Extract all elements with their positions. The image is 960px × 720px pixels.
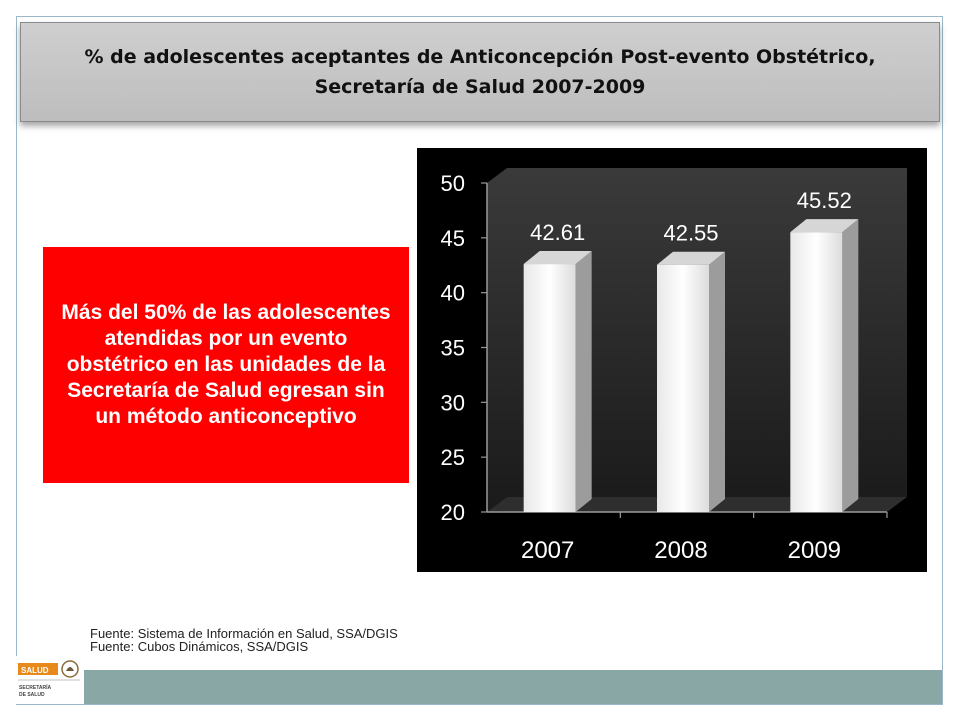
chart-panel: 20 25 30 35 40 45 50 42.61 2007 42.55 2008 45.52 20… [417,148,927,572]
title-line-1: % de adolescentes aceptantes de Anticonc… [84,46,876,68]
y-tick-label: 30 [441,390,465,415]
source-line-1: Fuente: Sistema de Información en Salud,… [90,626,398,641]
callout-box: Más del 50% de las adolescentes atendida… [43,247,409,483]
slide-title: % de adolescentes aceptantes de Anticonc… [44,42,915,102]
source-line-2: Fuente: Cubos Dinámicos, SSA/DGIS [90,639,309,654]
y-tick-label: 20 [441,500,465,525]
y-tick-label: 50 [441,171,465,196]
y-tick-label: 25 [441,445,465,470]
x-tick-label: 2009 [788,537,841,564]
bar-side [842,219,859,512]
data-label: 42.61 [530,220,585,245]
data-label: 45.52 [797,188,852,213]
svg-text:DE SALUD: DE SALUD [19,692,45,698]
bar-front [790,232,843,512]
bar-front [657,264,709,512]
y-tick-label: 40 [441,281,465,306]
footer-bar [84,670,942,704]
bar-side [575,251,592,512]
callout-text: Más del 50% de las adolescentes atendida… [61,301,391,428]
eagle-emblem-icon [61,660,79,678]
svg-text:SECRETARÍA: SECRETARÍA [19,683,52,691]
logo-orange-band [18,663,58,675]
source-notes: Fuente: Sistema de Información en Salud,… [90,627,398,653]
bar-front [523,264,576,512]
bar-2008 [657,251,725,512]
salud-logo: SALUD SECRETARÍA DE SALUD [16,656,82,704]
x-tick-label: 2007 [521,537,574,564]
bar-top [790,219,859,233]
y-tick-label: 45 [441,226,465,251]
title-line-2: Secretaría de Salud 2007-2009 [314,76,646,98]
bar-2007 [523,251,592,512]
data-label: 42.55 [663,221,718,246]
bar-2009 [790,219,859,512]
bar-chart: 20 25 30 35 40 45 50 42.61 2007 42.55 2008 45.52 20… [441,168,907,564]
title-box: % de adolescentes aceptantes de Anticonc… [20,22,940,122]
bar-top [523,251,592,265]
y-tick-label: 35 [441,336,465,361]
svg-text:SALUD: SALUD [21,666,49,675]
bar-side [709,251,725,512]
bar-top [657,251,725,265]
x-tick-label: 2008 [654,537,707,564]
slide-frame [16,16,943,705]
salud-logo-graphic: SALUD SECRETARÍA DE SALUD [16,656,82,704]
